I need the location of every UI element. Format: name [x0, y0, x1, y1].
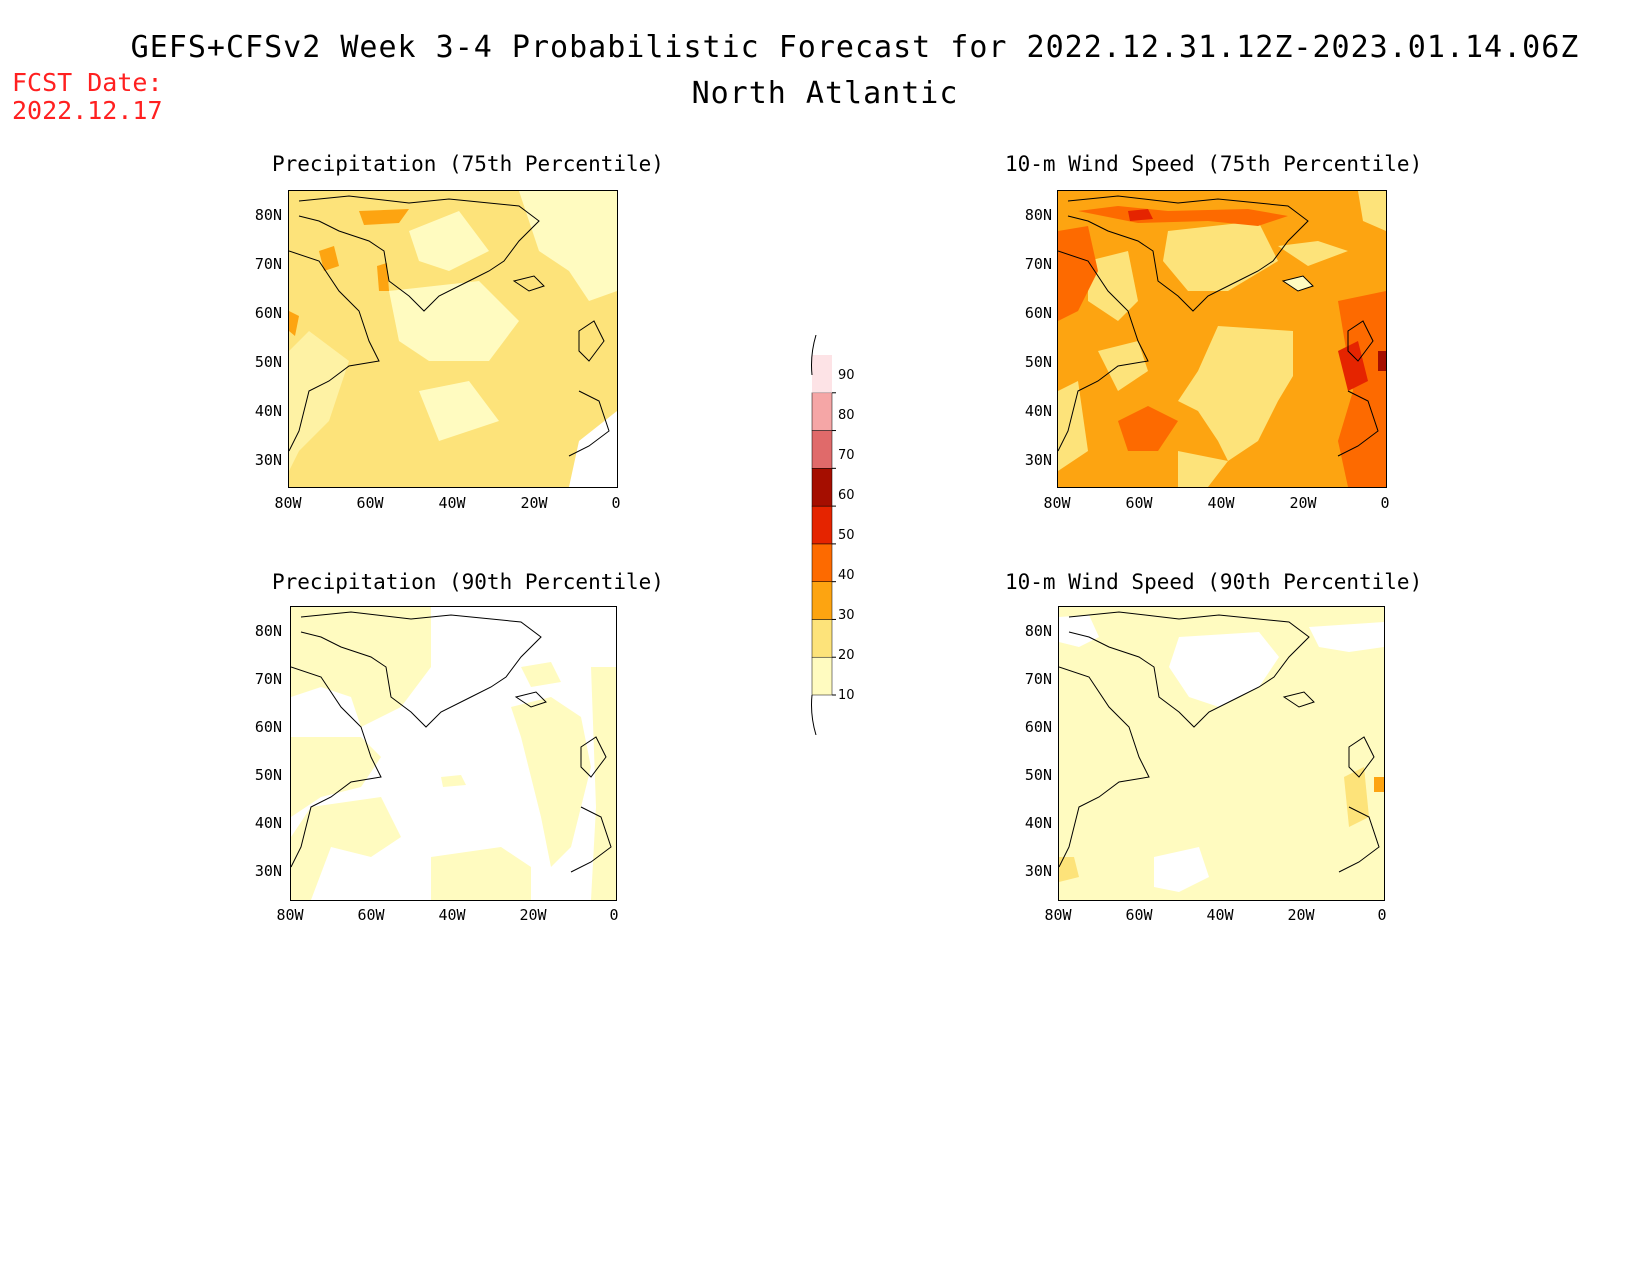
chart-title: GEFS+CFSv2 Week 3-4 Probabilistic Foreca…: [130, 30, 1580, 65]
lon-tick: 20W: [519, 906, 547, 924]
lat-tick: 30N: [254, 862, 282, 880]
lon-tick: 0: [1380, 494, 1390, 512]
fcst-date-label: FCST Date:: [12, 68, 163, 97]
lon-tick: 0: [1377, 906, 1387, 924]
lon-tick: 60W: [357, 906, 385, 924]
colorbar-label: 30: [838, 608, 855, 623]
lat-tick: 50N: [254, 766, 282, 784]
lat-tick: 60N: [1024, 718, 1052, 736]
colorbar-label: 20: [838, 648, 855, 663]
lat-tick: 40N: [1024, 814, 1052, 832]
lat-tick: 30N: [1024, 451, 1052, 469]
lon-tick: 60W: [1125, 494, 1153, 512]
fcst-date-value: 2022.12.17: [12, 96, 163, 125]
colorbar-box: [811, 468, 833, 507]
lat-tick: 70N: [254, 670, 282, 688]
lon-tick: 40W: [438, 494, 466, 512]
lat-tick: 70N: [1024, 255, 1052, 273]
colorbar-bottom-cap: [811, 694, 817, 735]
lat-tick: 60N: [254, 304, 282, 322]
lon-tick: 80W: [1044, 906, 1072, 924]
lon-tick: 0: [609, 906, 619, 924]
map-wind-75: [1057, 190, 1387, 488]
lon-tick: 20W: [520, 494, 548, 512]
map-precip-90: [290, 606, 617, 901]
panel-title-precip-75: Precipitation (75th Percentile): [272, 152, 664, 176]
colorbar-label: 50: [838, 528, 855, 543]
lat-tick: 80N: [1024, 206, 1052, 224]
lat-tick: 40N: [254, 402, 282, 420]
panel-title-wind-90: 10-m Wind Speed (90th Percentile): [1005, 570, 1423, 594]
lat-tick: 50N: [1024, 766, 1052, 784]
map-precip-75: [288, 190, 618, 488]
lon-tick: 0: [611, 494, 621, 512]
colorbar-top-cap: [811, 335, 817, 376]
lat-tick: 40N: [1024, 402, 1052, 420]
panel-title-wind-75: 10-m Wind Speed (75th Percentile): [1005, 152, 1423, 176]
lon-tick: 80W: [274, 494, 302, 512]
colorbar-label: 40: [838, 568, 855, 583]
lat-tick: 30N: [1024, 862, 1052, 880]
lon-tick: 80W: [1043, 494, 1071, 512]
lat-tick: 80N: [254, 622, 282, 640]
colorbar-box: [811, 543, 833, 582]
colorbar-box: [811, 619, 833, 658]
colorbar-box: [812, 355, 832, 393]
colorbar: [811, 335, 836, 735]
lon-tick: 40W: [438, 906, 466, 924]
lon-tick: 40W: [1207, 494, 1235, 512]
colorbar-box: [811, 392, 833, 431]
lon-tick: 20W: [1289, 494, 1317, 512]
lon-tick: 60W: [1125, 906, 1153, 924]
lat-tick: 80N: [1024, 622, 1052, 640]
colorbar-label: 80: [838, 408, 855, 423]
colorbar-label: 90: [838, 368, 855, 383]
colorbar-label: 10: [838, 688, 855, 703]
lat-tick: 40N: [254, 814, 282, 832]
colorbar-label: 70: [838, 448, 855, 463]
lat-tick: 50N: [254, 353, 282, 371]
colorbar-label: 60: [838, 488, 855, 503]
lon-tick: 80W: [276, 906, 304, 924]
colorbar-box: [811, 505, 833, 545]
lat-tick: 60N: [1024, 304, 1052, 322]
lat-tick: 80N: [254, 206, 282, 224]
panel-title-precip-90: Precipitation (90th Percentile): [272, 570, 664, 594]
lat-tick: 70N: [254, 255, 282, 273]
lat-tick: 50N: [1024, 353, 1052, 371]
lon-tick: 20W: [1287, 906, 1315, 924]
map-wind-90: [1058, 606, 1385, 901]
lat-tick: 60N: [254, 718, 282, 736]
colorbar-box: [811, 430, 833, 469]
colorbar-boxes: [811, 355, 836, 696]
lon-tick: 40W: [1206, 906, 1234, 924]
lat-tick: 30N: [254, 451, 282, 469]
lat-tick: 70N: [1024, 670, 1052, 688]
colorbar-box: [811, 656, 833, 696]
colorbar-box: [811, 581, 833, 620]
lon-tick: 60W: [356, 494, 384, 512]
region-subtitle: North Atlantic: [691, 76, 959, 111]
